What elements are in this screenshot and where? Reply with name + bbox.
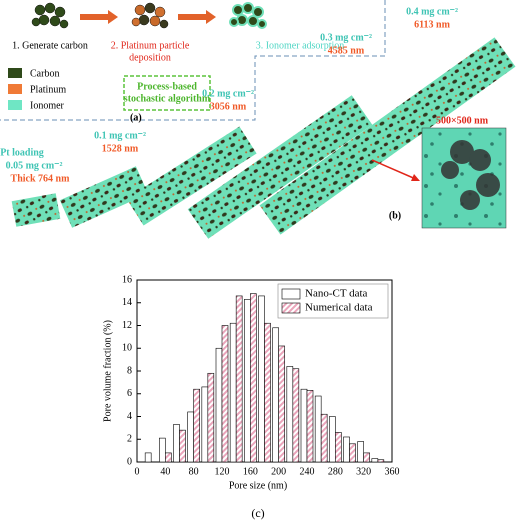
bar [314,395,322,463]
y-tick-label: 6 [127,388,132,399]
electrode-rods [11,37,516,239]
algorithm-label: Process-based [137,81,197,92]
step-label: 3. Ionomer adsorption [256,40,345,51]
bar [329,416,336,463]
legend-swatch [281,288,301,300]
bar [221,325,229,463]
x-tick-label: 0 [135,466,140,477]
x-tick-label: 280 [328,466,343,477]
panel-label: (b) [389,210,401,221]
loading-label: 0.05 mg cm⁻² [6,160,63,171]
y-tick-label: 2 [127,434,132,445]
bar [193,388,200,463]
x-tick-label: 360 [385,466,400,477]
bar [300,388,308,463]
x-tick-label: 200 [271,466,286,477]
bar [363,452,370,463]
bar [371,458,379,463]
x-tick-label: 240 [300,466,315,477]
bar [215,347,223,463]
bar [258,295,265,463]
bar [235,295,243,463]
y-tick-label: 12 [122,320,132,331]
legend-label: Carbon [30,68,59,79]
step-label: 1. Generate carbon [12,40,88,51]
step-label: deposition [129,52,171,63]
panel-a-frame [0,0,386,121]
loading-label: Pt loading [0,147,44,158]
y-tick-label: 8 [127,365,132,376]
x-tick-label: 40 [160,466,170,477]
inset-particles [441,140,500,210]
bar [201,386,209,463]
thickness-label: Thick 764 nm [11,173,71,184]
panel-label: (a) [130,112,142,123]
bar [357,441,364,463]
bar [349,443,356,463]
x-tick-label: 80 [189,466,199,477]
bar [159,437,166,463]
loading-label: 0.1 mg cm⁻² [94,130,146,141]
y-axis-label: Pore volume fraction (%) [102,320,113,422]
panel-label: (c) [251,506,264,520]
bar [173,424,180,463]
legend-label: Numerical data [305,302,373,314]
inset-arrow [371,159,419,181]
bar [377,459,385,463]
step-label: 2. Platinum particle [111,40,190,51]
thickness-label: 6113 nm [414,19,451,30]
ionomer-cluster [229,2,267,29]
bar [179,429,186,463]
y-tick-label: 0 [127,456,132,467]
legend-swatch [8,100,22,110]
x-tick-label: 120 [215,466,230,477]
inset-arrow-head [411,174,420,181]
loading-label: 0.2 mg cm⁻² [202,88,254,99]
legend-label: Platinum [30,84,66,95]
bar [320,413,328,463]
thickness-label: 4585 nm [328,45,365,56]
x-tick-label: 320 [356,466,371,477]
legend-swatch [8,84,22,94]
bar [278,345,285,463]
legend-label: Ionomer [30,100,65,111]
bar [229,322,237,463]
algorithm-box [123,75,211,111]
thickness-label: 1528 nm [102,143,139,154]
legend-swatch [8,68,22,78]
legend-swatch [281,302,301,314]
bar [335,432,342,463]
x-tick-label: 160 [243,466,258,477]
y-tick-label: 10 [122,343,132,354]
bar [144,452,152,463]
bar [306,390,314,463]
y-tick-label: 4 [127,411,132,422]
inset-size: 500×500 nm [436,115,489,126]
legend-label: Nano-CT data [305,288,368,300]
y-tick-label: 16 [122,274,132,285]
bar [165,452,172,463]
bar [264,322,271,463]
thickness-label: 3056 nm [210,101,247,112]
loading-label: 0.4 mg cm⁻² [406,6,458,17]
bar [272,327,279,463]
bar [250,293,257,463]
bar [207,372,215,463]
algorithm-label: stochastic algorithm [124,93,211,104]
y-tick-label: 14 [122,297,132,308]
step-arrow [80,10,216,24]
bar [292,368,300,463]
platinum-cluster [131,2,169,29]
x-axis-label: Pore size (nm) [229,480,287,491]
bar [244,299,251,463]
bar [286,366,294,463]
loading-label: 0.3 mg cm⁻² [320,32,372,43]
carbon-cluster [31,2,69,29]
bar [343,436,350,463]
bar [187,411,194,463]
